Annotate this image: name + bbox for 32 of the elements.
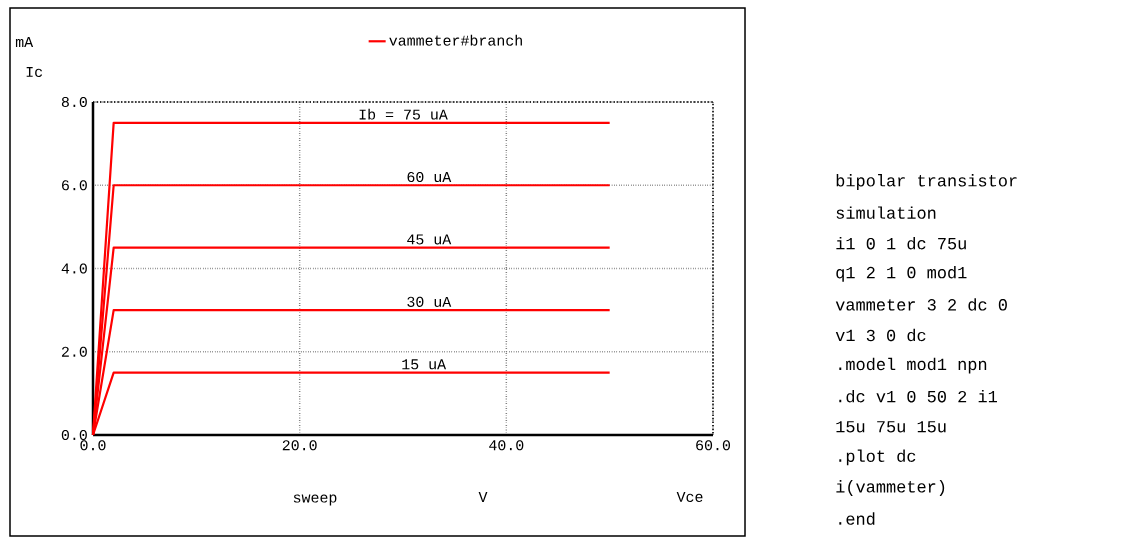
text: q1 2 1 0 mod1 <box>836 265 967 282</box>
legend-label: vammeter#branch <box>389 34 522 46</box>
x-tick-label: 40.0 <box>489 440 524 451</box>
annotation: 15 uA <box>402 359 447 370</box>
y-tick-label: 6.0 <box>62 180 87 191</box>
text: V <box>478 492 488 502</box>
x-axis-title: Vce <box>676 492 703 502</box>
text: .dc v1 0 50 2 i1 <box>839 389 997 403</box>
x-tick-label: 60.0 <box>696 440 731 451</box>
x-tick-label: 20.0 <box>282 440 317 451</box>
text: bipolar transistor <box>836 174 1017 190</box>
y-tick-label: 4.0 <box>61 263 87 274</box>
annotation: Ib = 75 uA <box>359 108 448 120</box>
text: vammeter 3 2 dc 0 <box>835 298 1007 311</box>
text: 15u 75u 15u <box>836 421 946 433</box>
text: i1 0 1 dc 75u <box>836 236 966 250</box>
text: simulation <box>836 206 936 219</box>
y-tick-label: 0.0 <box>61 429 87 441</box>
text: .model mod1 npn <box>839 357 987 374</box>
y-tick-label: 2.0 <box>61 346 87 357</box>
annotation: 45 uA <box>407 234 452 245</box>
text: .end <box>839 512 875 525</box>
text: v1 3 0 dc <box>835 328 926 342</box>
text: i(vammeter) <box>836 480 945 496</box>
y-tick-label: 8.0 <box>61 96 87 108</box>
annotation: 60 uA <box>407 171 452 183</box>
text: mA <box>15 37 34 47</box>
x-tick-label: 0.0 <box>80 440 106 451</box>
text: .plot dc <box>839 449 916 466</box>
y-axis-title: Ic <box>26 67 43 77</box>
text: sweep <box>293 494 337 506</box>
annotation: 30 uA <box>407 296 452 307</box>
